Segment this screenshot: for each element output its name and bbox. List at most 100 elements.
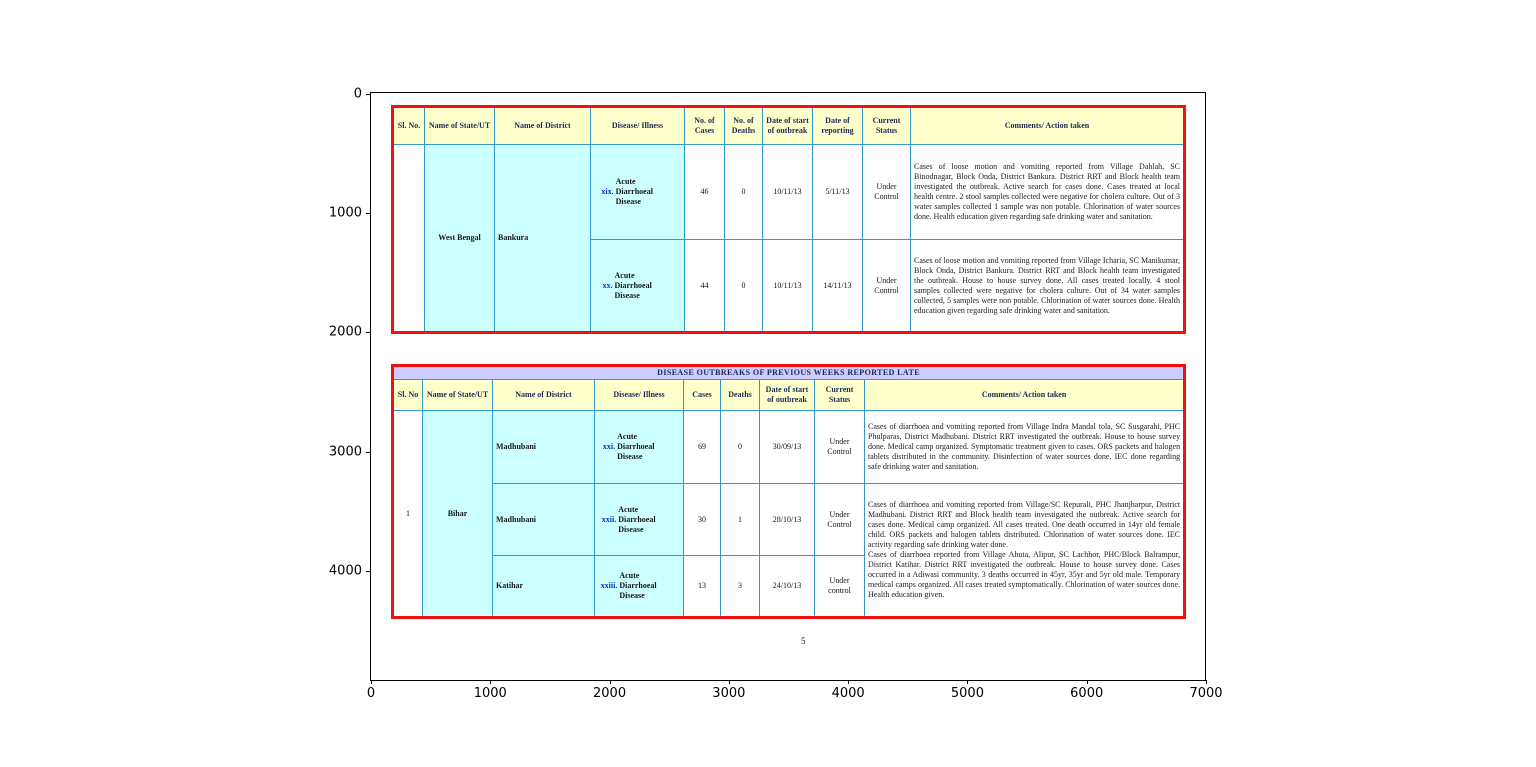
table-row: xx. Acute Diarrhoeal Disease 44 0 10/11/…: [393, 239, 1185, 333]
cell-status: Under Control: [862, 144, 911, 240]
y-tick-label: 2000: [328, 324, 362, 340]
column-header-status: Current Status: [862, 106, 911, 145]
disease-name: Acute Diarrhoeal Disease: [618, 504, 656, 534]
x-tick-label: 5000: [950, 686, 984, 701]
column-header-state: Name of State/UT: [424, 106, 495, 145]
x-tick-mark: [848, 680, 850, 684]
cell-state: Bihar: [422, 410, 493, 618]
disease-numeral: xix.: [601, 187, 614, 196]
table-row: Madhubani xxii. Acute Diarrhoeal Disease…: [393, 483, 1186, 618]
table-title-row: DISEASE OUTBREAKS OF PREVIOUS WEEKS REPO…: [391, 365, 1186, 380]
column-header-district: Name of District: [494, 106, 591, 145]
cell-status: Under Control: [814, 483, 865, 556]
x-tick-mark: [371, 680, 372, 684]
cell-comments: Cases of loose motion and vomiting repor…: [910, 239, 1185, 333]
disease-name: Acute Diarrhoeal Disease: [615, 177, 653, 206]
cell-date-start: 10/11/13: [762, 239, 813, 333]
disease-name: Acute Diarrhoeal Disease: [619, 571, 657, 600]
column-header-slno: Sl. No: [392, 379, 423, 411]
cell-deaths: 0: [720, 410, 760, 484]
column-header-disease: Disease/ Illness: [594, 379, 684, 411]
column-header-comments: Comments/ Action taken: [910, 106, 1185, 145]
cell-comments-merged: Cases of diarrhoea and vomiting reported…: [863, 483, 1186, 618]
cell-cases: 30: [683, 483, 721, 556]
cell-cases: 44: [684, 239, 725, 333]
cell-slno: [392, 144, 425, 333]
cell-deaths: 0: [724, 239, 763, 333]
cell-date-start: 10/11/13: [762, 144, 813, 240]
cell-status: Under Control: [862, 239, 911, 333]
cell-district: Katihar: [492, 555, 595, 618]
plot-area: Sl. No. Name of State/UT Name of Distric…: [329, 87, 1223, 702]
column-header-slno: Sl. No.: [392, 106, 425, 145]
disease-name: Acute Diarrhoeal Disease: [617, 432, 655, 461]
cell-disease: xxi. Acute Diarrhoeal Disease: [594, 410, 684, 484]
cell-disease: xxiii. Acute Diarrhoeal Disease: [594, 555, 684, 618]
x-tick-mark: [728, 680, 730, 684]
cell-date-report: 14/11/13: [812, 239, 863, 333]
outbreak-table-current: Sl. No. Name of State/UT Name of Distric…: [391, 105, 1186, 334]
table-header-row: Sl. No Name of State/UT Name of District…: [392, 379, 1186, 411]
y-tick-label: 1000: [328, 205, 362, 221]
cell-date-start: 28/10/13: [759, 483, 815, 556]
y-tick-label: 3000: [328, 444, 362, 460]
disease-numeral: xxi.: [602, 442, 616, 451]
cell-date-report: 5/11/13: [812, 144, 863, 240]
x-tick-label: 2000: [593, 686, 627, 701]
x-tick-mark: [1206, 680, 1207, 684]
cell-date-start: 24/10/13: [759, 555, 815, 618]
cell-disease: xxii. Acute Diarrhoeal Disease: [594, 483, 684, 556]
x-tick-mark: [609, 680, 611, 684]
x-tick-mark: [490, 680, 492, 684]
x-tick-label: 6000: [1070, 686, 1104, 701]
column-header-comments: Comments/ Action taken: [863, 379, 1186, 411]
cell-date-start: 30/09/13: [759, 410, 815, 484]
cell-deaths: 0: [724, 144, 763, 240]
cell-disease: xx. Acute Diarrhoeal Disease: [590, 239, 685, 333]
x-tick-mark: [1086, 680, 1088, 684]
column-header-deaths: No. of Deaths: [724, 106, 763, 145]
cell-state: West Bengal: [424, 144, 495, 333]
column-header-state: Name of State/UT: [422, 379, 493, 411]
column-header-cases: Cases: [683, 379, 721, 411]
y-tick-mark: [366, 213, 370, 215]
cell-cases: 69: [683, 410, 721, 484]
cell-district: Madhubani: [492, 483, 595, 556]
x-tick-label: 0: [366, 686, 376, 701]
disease-numeral: xxii.: [601, 514, 617, 524]
cell-status: Under Control: [814, 410, 865, 484]
column-header-status: Current Status: [814, 379, 865, 411]
page-number: 5: [801, 636, 806, 646]
cell-slno: 1: [392, 410, 423, 618]
cell-deaths: 1: [720, 483, 760, 556]
y-tick-mark: [366, 451, 370, 453]
y-tick-mark: [366, 332, 370, 334]
cell-cases: 46: [684, 144, 725, 240]
column-header-date-report: Date of reporting: [812, 106, 863, 145]
column-header-deaths: Deaths: [720, 379, 760, 411]
y-tick-label: 0: [353, 86, 362, 102]
column-header-district: Name of District: [492, 379, 595, 411]
comments-paragraph: Cases of diarrhoea reported from Village…: [868, 550, 1181, 599]
cell-status: Under control: [814, 555, 865, 618]
y-tick-label: 4000: [328, 563, 362, 579]
cell-comments: Cases of loose motion and vomiting repor…: [910, 144, 1185, 240]
column-header-date-start: Date of start of outbreak: [759, 379, 815, 411]
table-header-row: Sl. No. Name of State/UT Name of Distric…: [392, 106, 1185, 145]
column-header-date-start: Date of start of outbreak: [762, 106, 813, 145]
cell-comments: Cases of diarrhoea and vomiting reported…: [863, 410, 1186, 484]
table-row: West Bengal Bankura xix. Acute Diarrhoea…: [392, 144, 1185, 333]
x-tick-mark: [967, 680, 969, 684]
table-row: Katihar xxiii. Acute Diarrhoeal Disease …: [393, 555, 1185, 618]
disease-numeral: xx.: [602, 280, 613, 290]
table-title: DISEASE OUTBREAKS OF PREVIOUS WEEKS REPO…: [391, 365, 1186, 380]
outbreak-table-late: DISEASE OUTBREAKS OF PREVIOUS WEEKS REPO…: [391, 364, 1187, 619]
y-tick-mark: [366, 570, 370, 572]
x-tick-label: 3000: [712, 686, 746, 701]
table-row: 1 Bihar Madhubani xxi. Acute Diarrhoeal …: [392, 410, 1186, 618]
disease-name: Acute Diarrhoeal Disease: [614, 270, 652, 300]
cell-disease: xix. Acute Diarrhoeal Disease: [590, 144, 685, 240]
x-tick-label: 4000: [831, 686, 865, 701]
x-tick-label: 7000: [1189, 686, 1223, 701]
